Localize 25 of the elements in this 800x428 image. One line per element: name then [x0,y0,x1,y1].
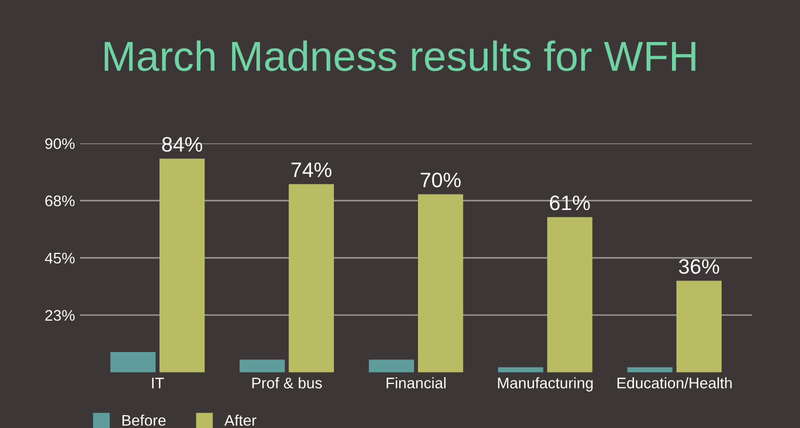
bar [547,217,592,372]
data-label: 36% [678,259,720,274]
y-tick-label: 68% [45,195,75,206]
bar [418,194,464,372]
x-tick-label: Education/Health [618,377,732,388]
bar [676,280,722,372]
x-tick-label: IT [152,378,164,388]
x-tick-label: Manufacturing [498,377,593,392]
x-tick-label: Financial [386,377,446,388]
data-label: 74% [292,162,332,178]
y-tick-label: 90% [45,138,75,150]
bar [368,360,414,372]
data-label: 70% [420,172,461,188]
legend-label: After [224,414,256,426]
bar [110,352,156,372]
y-tick-label: 45% [44,252,75,264]
data-label: 61% [550,196,590,210]
y-tick-label: 23% [45,310,75,321]
data-label: 84% [162,136,202,152]
legend-label: Before [122,414,166,426]
bar [288,184,334,372]
x-tick-label: Prof & bus [252,377,322,388]
chart-title: March Madness results for WFH [104,40,696,72]
bar [240,360,285,372]
bar [160,158,205,372]
